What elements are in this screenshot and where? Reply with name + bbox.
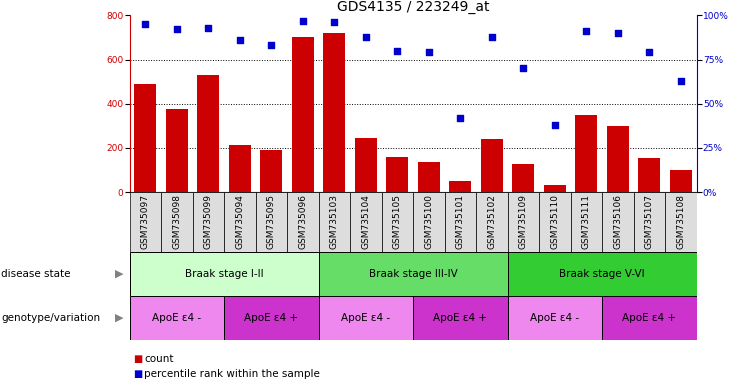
- Text: GSM735100: GSM735100: [425, 194, 433, 249]
- Text: ApoE ε4 -: ApoE ε4 -: [342, 313, 391, 323]
- Text: GSM735099: GSM735099: [204, 194, 213, 249]
- Point: [580, 28, 592, 34]
- Point: [265, 42, 277, 48]
- Point: [517, 65, 529, 71]
- Bar: [256, 192, 287, 252]
- Bar: [602, 296, 697, 340]
- Point: [171, 26, 183, 33]
- Bar: [413, 192, 445, 252]
- Text: GSM735108: GSM735108: [677, 194, 685, 249]
- Bar: [508, 252, 697, 296]
- Bar: [413, 296, 508, 340]
- Bar: [386, 157, 408, 192]
- Bar: [418, 162, 440, 192]
- Bar: [575, 115, 597, 192]
- Text: Braak stage V-VI: Braak stage V-VI: [559, 268, 645, 279]
- Text: ▶: ▶: [115, 313, 123, 323]
- Text: GSM735107: GSM735107: [645, 194, 654, 249]
- Bar: [508, 296, 602, 340]
- Text: GSM735097: GSM735097: [141, 194, 150, 249]
- Point: [297, 18, 309, 24]
- Text: genotype/variation: genotype/variation: [1, 313, 101, 323]
- Point: [454, 115, 466, 121]
- Text: percentile rank within the sample: percentile rank within the sample: [144, 369, 320, 379]
- Text: ApoE ε4 +: ApoE ε4 +: [622, 313, 677, 323]
- Point: [643, 50, 655, 56]
- Bar: [260, 150, 282, 192]
- Point: [202, 25, 214, 31]
- Bar: [571, 192, 602, 252]
- Bar: [319, 296, 413, 340]
- Bar: [319, 192, 350, 252]
- Point: [328, 19, 340, 25]
- Bar: [355, 138, 377, 192]
- Bar: [130, 192, 161, 252]
- Point: [549, 122, 561, 128]
- Text: ■: ■: [133, 354, 142, 364]
- Point: [139, 21, 151, 27]
- Bar: [319, 252, 508, 296]
- Text: ApoE ε4 +: ApoE ε4 +: [245, 313, 299, 323]
- Text: disease state: disease state: [1, 268, 71, 279]
- Point: [360, 33, 372, 40]
- Point: [675, 78, 687, 84]
- Bar: [481, 139, 503, 192]
- Text: GSM735110: GSM735110: [551, 194, 559, 249]
- Text: GSM735106: GSM735106: [614, 194, 622, 249]
- Title: GDS4135 / 223249_at: GDS4135 / 223249_at: [337, 0, 489, 14]
- Bar: [445, 192, 476, 252]
- Bar: [607, 126, 629, 192]
- Text: GSM735102: GSM735102: [488, 194, 496, 249]
- Bar: [197, 75, 219, 192]
- Text: ■: ■: [133, 369, 142, 379]
- Bar: [323, 33, 345, 192]
- Bar: [193, 192, 224, 252]
- Bar: [134, 84, 156, 192]
- Bar: [539, 192, 571, 252]
- Bar: [602, 192, 634, 252]
- Point: [486, 33, 498, 40]
- Text: Braak stage I-II: Braak stage I-II: [185, 268, 264, 279]
- Bar: [130, 296, 224, 340]
- Text: ApoE ε4 -: ApoE ε4 -: [531, 313, 579, 323]
- Text: ▶: ▶: [115, 268, 123, 279]
- Text: ApoE ε4 -: ApoE ε4 -: [153, 313, 202, 323]
- Bar: [229, 144, 251, 192]
- Point: [423, 50, 435, 56]
- Text: GSM735109: GSM735109: [519, 194, 528, 249]
- Bar: [508, 192, 539, 252]
- Bar: [634, 192, 665, 252]
- Bar: [544, 185, 566, 192]
- Bar: [670, 170, 692, 192]
- Text: GSM735111: GSM735111: [582, 194, 591, 249]
- Text: GSM735095: GSM735095: [267, 194, 276, 249]
- Bar: [665, 192, 697, 252]
- Bar: [449, 181, 471, 192]
- Text: GSM735096: GSM735096: [299, 194, 308, 249]
- Bar: [161, 192, 193, 252]
- Bar: [638, 158, 660, 192]
- Bar: [224, 296, 319, 340]
- Text: GSM735104: GSM735104: [362, 194, 370, 249]
- Text: ApoE ε4 +: ApoE ε4 +: [433, 313, 488, 323]
- Bar: [130, 252, 319, 296]
- Bar: [224, 192, 256, 252]
- Bar: [166, 109, 188, 192]
- Point: [391, 48, 403, 54]
- Text: GSM735105: GSM735105: [393, 194, 402, 249]
- Bar: [512, 164, 534, 192]
- Text: GSM735094: GSM735094: [236, 194, 245, 249]
- Text: Braak stage III-IV: Braak stage III-IV: [369, 268, 457, 279]
- Bar: [287, 192, 319, 252]
- Bar: [292, 38, 314, 192]
- Text: GSM735103: GSM735103: [330, 194, 339, 249]
- Text: GSM735098: GSM735098: [173, 194, 182, 249]
- Point: [612, 30, 624, 36]
- Point: [234, 37, 246, 43]
- Text: count: count: [144, 354, 174, 364]
- Bar: [382, 192, 413, 252]
- Text: GSM735101: GSM735101: [456, 194, 465, 249]
- Bar: [350, 192, 382, 252]
- Bar: [476, 192, 508, 252]
